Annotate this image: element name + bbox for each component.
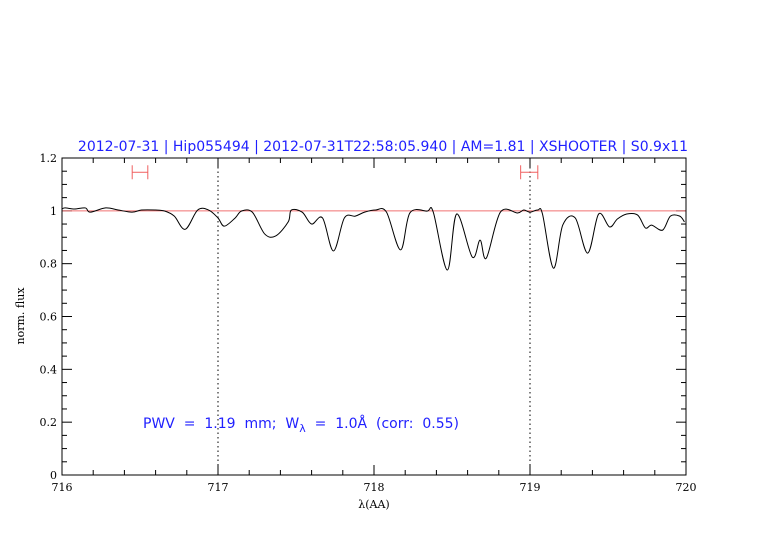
- pwv-annotation-sub: λ: [299, 422, 306, 435]
- x-tick-label: 717: [208, 481, 229, 494]
- plot-frame: [61, 157, 687, 476]
- plot-content: [61, 158, 686, 475]
- y-tick-label: 1.2: [40, 152, 58, 165]
- x-tick-label: 719: [520, 481, 541, 494]
- axis-ticks: 716 717 718 719 720 0 0.2 0.4 0.6 0.8 1 1.2: [40, 152, 697, 494]
- range-marker: [131, 165, 149, 180]
- y-tick-label: 0.2: [40, 416, 58, 429]
- pwv-annotation-post: = 1.0Å (corr: 0.55): [306, 415, 459, 432]
- range-marker: [520, 165, 539, 180]
- x-axis-label: λ(AA): [358, 498, 389, 511]
- chart-title: 2012-07-31 | Hip055494 | 2012-07-31T22:5…: [78, 139, 688, 155]
- y-axis-label: norm. flux: [14, 287, 27, 345]
- pwv-annotation: PWV = 1.19 mm; Wλ = 1.0Å (corr: 0.55): [143, 415, 459, 435]
- y-tick-label: 0.8: [40, 258, 58, 271]
- x-tick-label: 720: [676, 481, 697, 494]
- spectrum-line: [61, 206, 685, 271]
- x-tick-label: 716: [52, 481, 73, 494]
- y-tick-label: 0.6: [40, 311, 58, 324]
- y-tick-label: 1: [50, 205, 57, 218]
- pwv-annotation-pre: PWV = 1.19 mm; W: [143, 416, 299, 432]
- y-tick-label: 0: [50, 469, 57, 482]
- x-tick-label: 718: [364, 481, 385, 494]
- y-tick-label: 0.4: [40, 363, 58, 376]
